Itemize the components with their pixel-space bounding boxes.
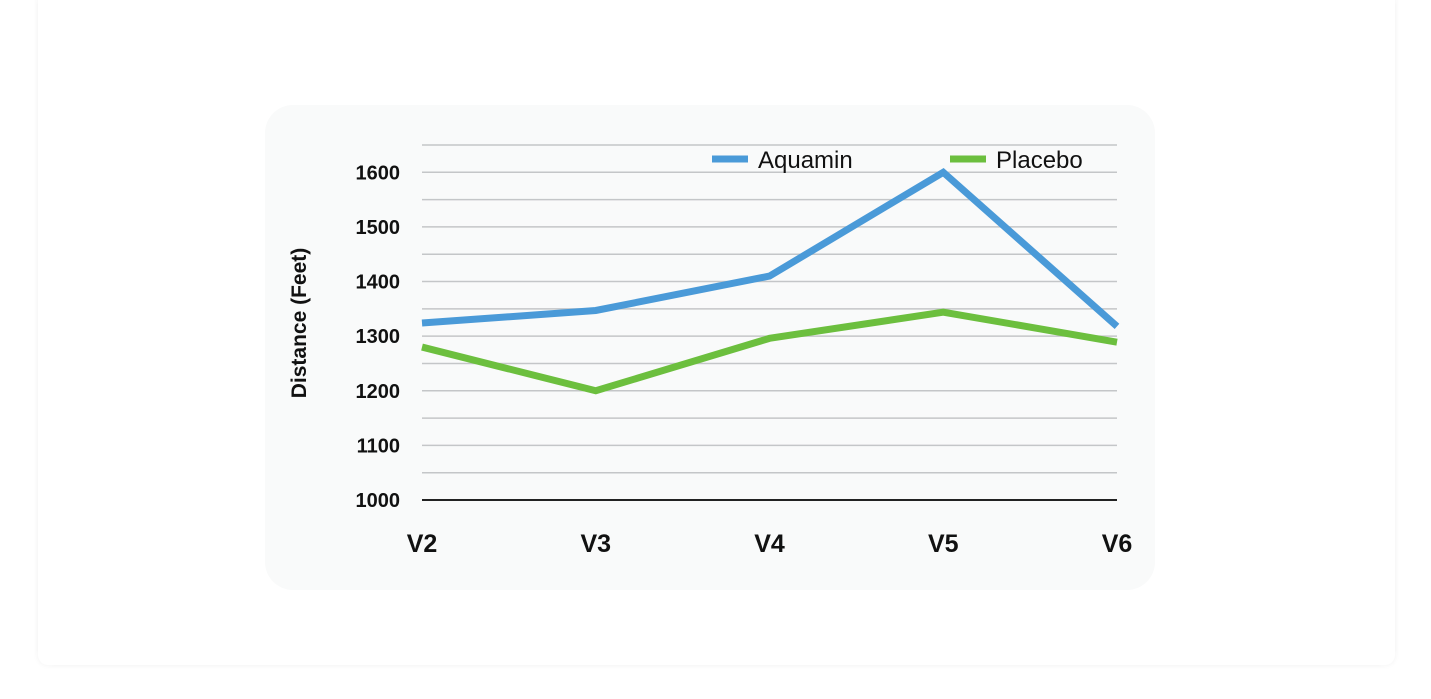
y-tick-label: 1400 — [356, 272, 401, 294]
x-tick-label: V4 — [754, 530, 785, 558]
y-axis-label: Distance (Feet) — [288, 248, 311, 399]
y-tick-label: 1600 — [356, 162, 401, 184]
x-tick-label: V6 — [1102, 530, 1133, 558]
y-tick-label: 1000 — [356, 490, 401, 512]
legend-label: Aquamin — [758, 147, 853, 174]
legend-label: Placebo — [996, 147, 1083, 174]
x-tick-label: V2 — [407, 530, 438, 558]
series-line-placebo — [421, 308, 1118, 395]
chart-panel — [265, 105, 1155, 590]
y-tick-label: 1200 — [356, 381, 401, 403]
y-tick-label: 1100 — [357, 435, 400, 457]
x-tick-label: V5 — [928, 530, 959, 558]
y-tick-label: 1500 — [356, 217, 401, 239]
series-line-aquamin — [421, 167, 1120, 329]
x-tick-label: V3 — [580, 530, 611, 558]
y-tick-label: 1300 — [356, 326, 401, 348]
